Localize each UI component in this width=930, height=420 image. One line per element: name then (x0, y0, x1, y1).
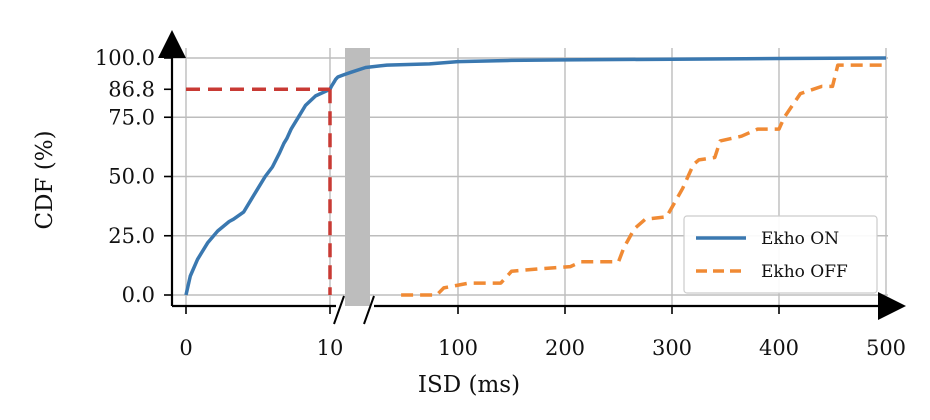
x-tick-label-400: 400 (759, 336, 799, 360)
x-tick-label-0: 0 (179, 336, 192, 360)
x-tick-label-200: 200 (545, 336, 585, 360)
y-tick-label-50.0: 50.0 (108, 165, 155, 189)
y-tick-label-25.0: 25.0 (108, 224, 155, 248)
x-tick-label-100: 100 (438, 336, 478, 360)
y-tick-label-100.0: 100.0 (95, 46, 155, 70)
series-line-ekho-off (401, 63, 886, 297)
series-line-ekho-on (184, 56, 887, 296)
ticks: 0 10 100 200 300 400 500 0.0 25.0 50.0 75.0 86.8 100… (95, 46, 906, 360)
y-tick-label-0.0: 0.0 (122, 283, 155, 307)
x-axis-arrow (878, 292, 906, 320)
y-axis-label: CDF (%) (32, 130, 58, 229)
legend-frame (683, 215, 878, 294)
x-tick-label-500: 500 (866, 336, 906, 360)
y-tick-label-75.0: 75.0 (108, 105, 155, 129)
axis-break-mark-right (363, 295, 375, 325)
legend: Ekho ON Ekho OFF (683, 215, 878, 294)
y-axis-arrow (158, 30, 186, 58)
axis-break-band (345, 48, 370, 306)
legend-label-ekho-on: Ekho ON (761, 229, 839, 249)
annotation-guides (186, 87, 332, 295)
x-axis-label: ISD (ms) (418, 372, 520, 398)
axis-break-mark-left (333, 295, 345, 325)
x-tick-label-300: 300 (652, 336, 692, 360)
y-tick-label-86.8: 86.8 (108, 77, 155, 101)
x-tick-label-10: 10 (317, 336, 344, 360)
legend-label-ekho-off: Ekho OFF (761, 262, 848, 282)
series-layer (184, 56, 887, 297)
